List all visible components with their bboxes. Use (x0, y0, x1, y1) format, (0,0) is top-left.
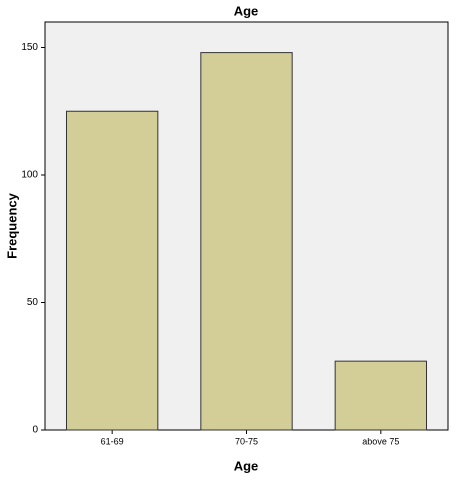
y-axis-label: Frequency (4, 192, 19, 259)
y-tick-label: 0 (32, 425, 38, 436)
bar (65, 110, 159, 431)
bar (200, 52, 293, 431)
y-tick-label: 150 (21, 42, 38, 53)
y-tick-label: 50 (27, 297, 39, 308)
bar (334, 360, 428, 431)
x-tick-label: 70-75 (235, 436, 258, 446)
y-tick-label: 100 (21, 170, 38, 181)
chart-title: Age (234, 3, 259, 18)
x-tick-label: above 75 (362, 436, 399, 446)
x-tick-label: 61-69 (101, 436, 124, 446)
x-axis-label: Age (234, 458, 259, 473)
